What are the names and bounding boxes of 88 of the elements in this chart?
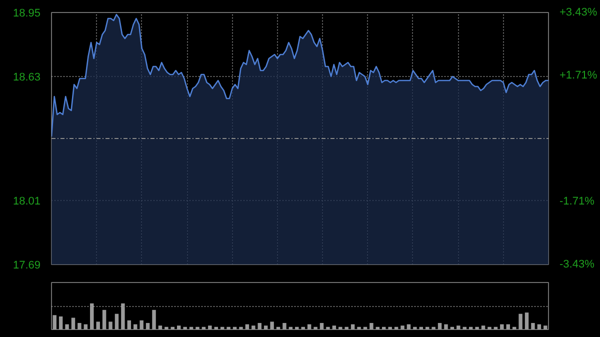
bar xyxy=(226,326,230,330)
bar xyxy=(127,320,132,330)
bar xyxy=(370,322,374,330)
bar xyxy=(121,303,125,330)
bar xyxy=(208,326,212,330)
bar xyxy=(140,320,144,330)
bar xyxy=(512,326,516,330)
bar xyxy=(524,312,529,330)
bar xyxy=(406,324,411,330)
bar xyxy=(276,326,280,330)
bar xyxy=(326,326,330,330)
bar xyxy=(475,326,479,330)
bar xyxy=(320,322,324,330)
bar xyxy=(400,326,404,330)
bar xyxy=(196,326,200,330)
bar xyxy=(544,326,548,330)
bar xyxy=(270,322,274,330)
bar xyxy=(494,326,498,330)
bar xyxy=(450,326,454,330)
bar xyxy=(376,326,380,330)
bar xyxy=(90,303,94,330)
y2-tick-label: -1.71% xyxy=(560,195,595,208)
bar xyxy=(189,326,194,330)
bar xyxy=(295,326,299,330)
bar xyxy=(282,322,286,330)
bar xyxy=(481,326,486,330)
bar xyxy=(531,322,535,330)
bar xyxy=(338,326,342,330)
bar xyxy=(468,326,473,330)
bar xyxy=(264,326,268,330)
bar xyxy=(425,326,430,330)
bar xyxy=(506,324,510,330)
bar xyxy=(432,326,436,330)
bar xyxy=(170,326,175,330)
bar xyxy=(71,318,76,330)
bar xyxy=(419,326,424,330)
bar xyxy=(394,326,398,330)
bar xyxy=(214,326,218,330)
bar xyxy=(239,326,243,330)
bar xyxy=(102,310,106,330)
bar xyxy=(114,314,119,330)
bar xyxy=(500,324,504,330)
bar xyxy=(363,326,368,330)
bar xyxy=(252,326,256,330)
bar xyxy=(382,326,386,330)
bar xyxy=(202,326,206,330)
y2-tick-label: -3.43% xyxy=(560,258,595,270)
bar xyxy=(488,326,492,330)
bar xyxy=(164,326,168,330)
bar xyxy=(307,324,312,330)
bar xyxy=(462,326,466,330)
bar xyxy=(332,326,336,330)
bar xyxy=(258,322,262,330)
bar xyxy=(357,326,361,330)
bar xyxy=(96,322,100,330)
y2-tick-label: +3.43% xyxy=(560,6,598,18)
bar xyxy=(438,322,442,330)
bar xyxy=(152,310,156,330)
y-tick-label: 17.69 xyxy=(12,260,41,272)
bar xyxy=(232,326,237,330)
bar xyxy=(444,324,448,330)
bar xyxy=(220,326,224,330)
bar xyxy=(158,326,162,330)
bar xyxy=(65,324,69,330)
bar xyxy=(245,324,250,330)
bar xyxy=(176,326,181,330)
y-tick-label: 18.95 xyxy=(12,8,41,20)
bar xyxy=(518,314,522,330)
bar xyxy=(456,326,460,330)
y2-tick-label: +1.71% xyxy=(560,70,598,82)
y-tick-label: 18.63 xyxy=(12,72,41,84)
bar xyxy=(288,326,293,330)
bar xyxy=(350,324,355,330)
bar xyxy=(388,326,392,330)
bar xyxy=(314,326,318,330)
bar xyxy=(134,324,138,330)
bar xyxy=(183,326,187,330)
bar xyxy=(84,324,88,330)
bar xyxy=(52,315,56,330)
bar xyxy=(78,322,82,330)
bar xyxy=(58,316,63,330)
bar xyxy=(108,322,112,330)
bar xyxy=(413,326,417,330)
bar xyxy=(146,322,150,330)
y-tick-label: 18.01 xyxy=(12,196,41,208)
bar xyxy=(344,326,348,330)
bar xyxy=(301,326,305,330)
bar xyxy=(537,324,542,330)
